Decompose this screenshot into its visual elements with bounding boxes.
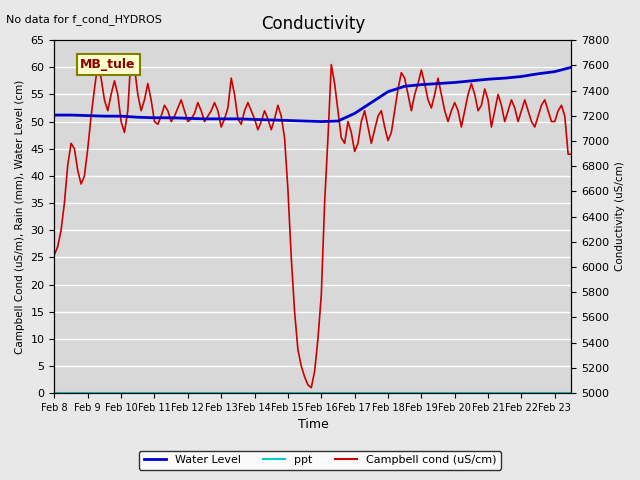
- X-axis label: Time: Time: [298, 419, 328, 432]
- Y-axis label: Campbell Cond (uS/m), Rain (mm), Water Level (cm): Campbell Cond (uS/m), Rain (mm), Water L…: [15, 80, 25, 354]
- Title: Conductivity: Conductivity: [261, 15, 365, 33]
- Y-axis label: Conductivity (uS/cm): Conductivity (uS/cm): [615, 162, 625, 272]
- Text: MB_tule: MB_tule: [80, 58, 136, 71]
- Legend: Water Level, ppt, Campbell cond (uS/cm): Water Level, ppt, Campbell cond (uS/cm): [140, 451, 500, 469]
- Text: No data for f_cond_HYDROS: No data for f_cond_HYDROS: [6, 14, 163, 25]
